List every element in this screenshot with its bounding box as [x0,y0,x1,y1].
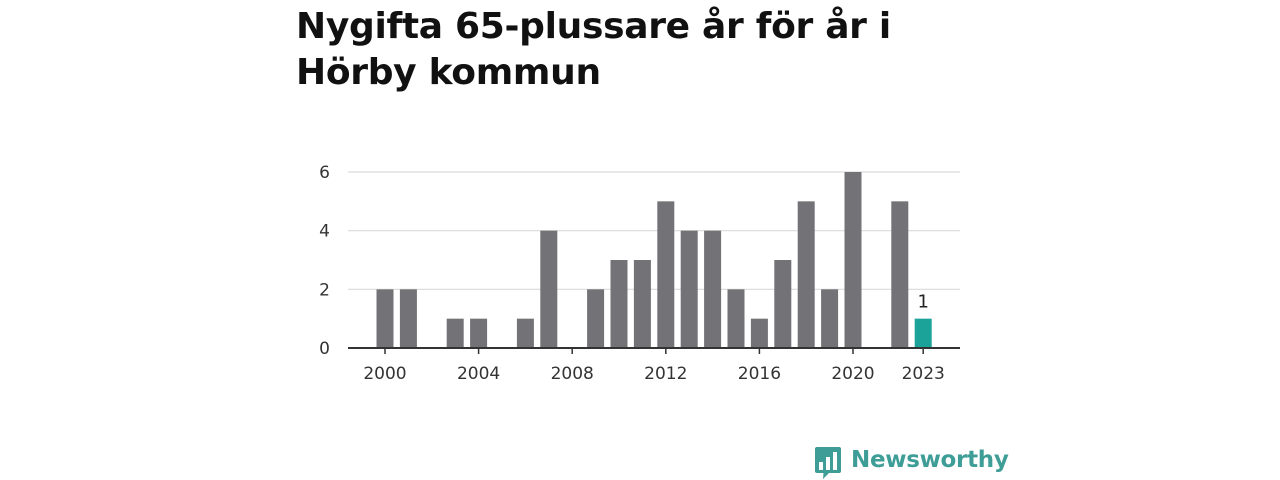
bar-2009 [587,289,605,348]
brand-name: Newsworthy [851,447,1009,473]
bar-chart-speech-bubble-icon [815,447,841,479]
bar-2014 [704,230,722,348]
bar-2020 [844,172,862,348]
bar-2022 [891,201,909,348]
bar-2019 [821,289,839,348]
data-label-2023: 1 [917,292,928,313]
y-tick-label: 6 [319,163,330,183]
bar-2012 [657,201,675,348]
bar-2016 [750,318,768,348]
x-axis [348,347,960,354]
chart-title: Nygifta 65-plussare år för år i Hörby ko… [296,6,891,93]
x-tick-label: 2000 [363,364,406,384]
bar-2013 [680,230,698,348]
y-tick-label: 2 [319,280,330,300]
bar-2006 [516,318,534,348]
bar-2001 [399,289,417,348]
bar-2018 [797,201,815,348]
bar-2011 [633,260,651,348]
y-tick-label: 0 [319,339,330,359]
bar-2000 [376,289,394,348]
data-labels: 1 [917,292,928,313]
bar-2004 [470,318,488,348]
bar-2007 [540,230,558,348]
bar-2017 [774,260,792,348]
bar-2010 [610,260,628,348]
x-tick-labels: 2000 2004 2008 2012 2016 2020 2023 [363,364,944,384]
newsworthy-logo: Newsworthy [814,444,1009,480]
x-tick-label: 2004 [457,364,500,384]
x-tick-label: 2008 [551,364,594,384]
y-tick-labels: 0 2 4 6 [319,163,330,359]
bar-2023 [914,318,932,348]
x-tick-label: 2020 [831,364,874,384]
bar-2015 [727,289,745,348]
x-tick-label: 2023 [902,364,945,384]
bars [376,172,932,348]
y-tick-label: 4 [319,222,330,242]
grid-lines [348,171,960,290]
bar-2003 [446,318,464,348]
x-tick-label: 2012 [644,364,687,384]
bar-chart: 0 2 4 6 2000 2004 2008 2012 2016 2020 2023 1 [319,163,960,384]
x-tick-label: 2016 [738,364,781,384]
